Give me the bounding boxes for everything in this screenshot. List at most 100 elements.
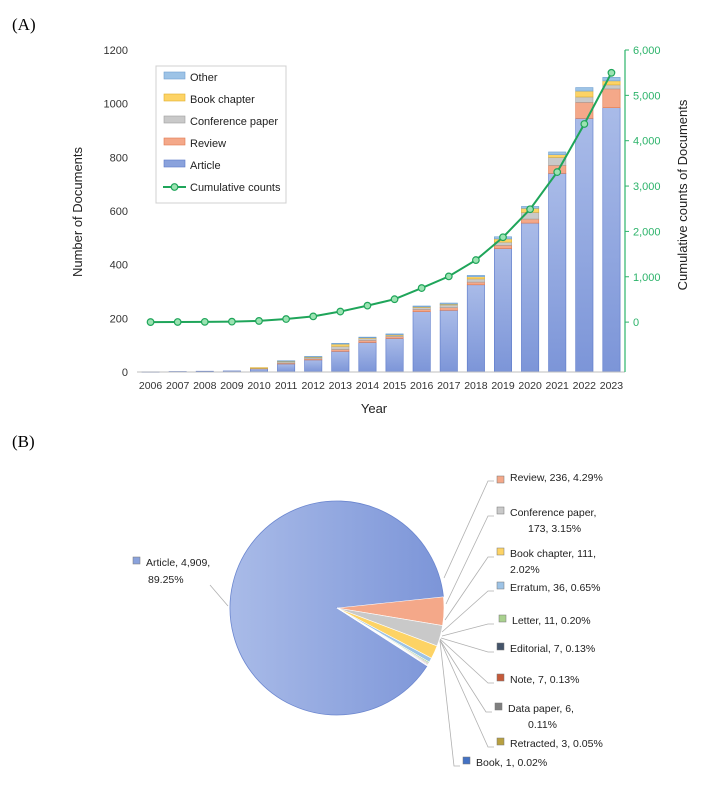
legend-box (155, 65, 287, 204)
cumulative-point-2015 (390, 295, 399, 304)
pie-label-book-chapter: Book chapter, 111, (510, 548, 596, 560)
y-tick-label: 0 (122, 367, 128, 379)
bar-review-2014 (358, 340, 377, 343)
bar-article-2023 (602, 107, 621, 373)
pie-slice-book (336, 607, 428, 667)
x-tick-label: 2012 (302, 380, 326, 392)
pie-label-swatch-note (496, 673, 505, 682)
pie-slices (229, 500, 445, 716)
panel-b-label: (B) (12, 432, 35, 451)
pie-label-retracted: Retracted, 3, 0.05% (510, 738, 603, 750)
x-tick-label: 2020 (518, 380, 542, 392)
x-tick-label: 2010 (247, 380, 271, 392)
bar-article-2020 (521, 222, 540, 373)
bar-book-chapter-2013 (331, 343, 350, 347)
cumulative-point-2018 (471, 256, 480, 264)
stacked-bars (141, 77, 621, 373)
legend-item-other: Other (163, 71, 218, 84)
pie-label-book: Book, 1, 0.02% (476, 757, 547, 769)
cumulative-point-2017 (444, 272, 453, 281)
bar-conference-paper-2018 (466, 278, 485, 283)
legend-label-other: Other (190, 72, 218, 84)
cumulative-point-2014 (363, 301, 372, 310)
leader-line-review (443, 480, 494, 579)
bar-article-2021 (548, 173, 567, 373)
x-tick-label: 2015 (383, 380, 407, 392)
pie-slice-article (229, 500, 444, 716)
y-tick-labels: 0 200 400 600 800 1000 1200 (104, 45, 128, 379)
panel-a-label: (A) (12, 15, 36, 34)
pie-label-swatch-editorial (496, 642, 505, 651)
bar-conference-paper-2017 (439, 304, 458, 308)
y-tick-label: 800 (110, 152, 128, 164)
y2-tick-label: 6,000 (633, 45, 661, 57)
pie-label-swatch-letter (498, 614, 507, 623)
bar-article-2022 (575, 118, 594, 373)
bar-other-2012 (304, 356, 323, 358)
pie-label-conference-paper-line2: 173, 3.15% (528, 523, 581, 535)
cumulative-point-2008 (200, 317, 209, 326)
x-tick-label: 2018 (464, 380, 488, 392)
leader-line-book (439, 640, 460, 767)
y-axis-label: Number of Documents (70, 146, 85, 277)
cumulative-point-2021 (553, 168, 562, 176)
leader-line-editorial (440, 637, 494, 653)
bar-article-2017 (439, 309, 458, 373)
x-tick-label: 2008 (193, 380, 217, 392)
pie-label-data-paper-line2: 0.11% (528, 719, 557, 731)
legend-swatch-article (163, 159, 186, 168)
x-tick-label: 2017 (437, 380, 461, 392)
bar-other-2022 (575, 87, 594, 92)
pie-label-swatch-retracted (496, 737, 505, 746)
cumulative-point-2006 (146, 318, 155, 326)
bar-other-2023 (602, 77, 621, 82)
pie-label-book-chapter-line2: 2.02% (510, 564, 540, 576)
y-tick-label: 1200 (104, 45, 128, 57)
pie-label-swatch-erratum (496, 581, 505, 590)
bar-review-2017 (439, 307, 458, 311)
pie-label-swatch-review (496, 475, 505, 484)
bar-other-2014 (358, 336, 377, 339)
bar-article-2018 (466, 284, 485, 373)
bar-review-2023 (602, 88, 621, 108)
legend-label-review: Review (190, 138, 226, 150)
y2-tick-label: 5,000 (633, 90, 661, 102)
legend-marker-cumulative (170, 183, 179, 191)
pie-label-note: Note, 7, 0.13% (510, 674, 579, 686)
pie-label-swatch-article (132, 556, 141, 565)
pie-label-swatch-data-paper (494, 702, 503, 711)
pie-label-review: Review, 236, 4.29% (510, 472, 603, 484)
y2-tick-label: 3,000 (633, 181, 661, 193)
legend-swatch-review (163, 137, 186, 146)
pie-label-article: Article, 4,909, (146, 557, 210, 569)
cumulative-point-2011 (282, 315, 291, 323)
cumulative-point-2009 (227, 317, 236, 326)
pie-leader-lines (209, 480, 494, 767)
cumulative-point-2007 (173, 318, 182, 326)
cumulative-point-2010 (255, 317, 263, 325)
x-tick-label: 2022 (573, 380, 597, 392)
y-tick-label: 600 (110, 206, 128, 218)
x-tick-label: 2016 (410, 380, 434, 392)
x-tick-label: 2006 (139, 380, 163, 392)
bar-book-chapter-2021 (548, 154, 567, 158)
pie-label-article-line2: 89.25% (148, 574, 184, 586)
bar-review-2019 (494, 245, 512, 249)
cumulative-polyline (150, 72, 613, 324)
bar-review-2018 (466, 281, 485, 286)
pie-label-conference-paper: Conference paper, (510, 507, 596, 519)
axes (137, 50, 626, 373)
cumulative-point-2020 (526, 205, 535, 214)
leader-line-note (439, 638, 494, 684)
bar-other-2017 (439, 302, 458, 305)
bar-other-2021 (548, 151, 567, 155)
pie-label-letter: Letter, 11, 0.20% (512, 615, 591, 627)
bar-article-2015 (385, 338, 404, 373)
y-tick-label: 1000 (104, 99, 128, 111)
x-tick-label: 2011 (275, 380, 298, 392)
legend-item-book-chapter: Book chapter (163, 93, 255, 106)
legend: Other Book chapter Conference paper Revi… (155, 65, 287, 204)
y-tick-label: 400 (110, 260, 128, 272)
